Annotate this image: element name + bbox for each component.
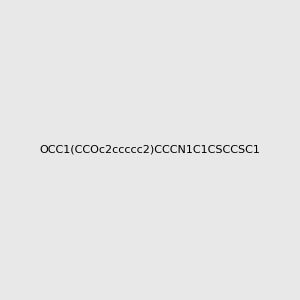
Text: OCC1(CCOc2ccccc2)CCCN1C1CSCCSC1: OCC1(CCOc2ccccc2)CCCN1C1CSCCSC1 (40, 145, 260, 155)
